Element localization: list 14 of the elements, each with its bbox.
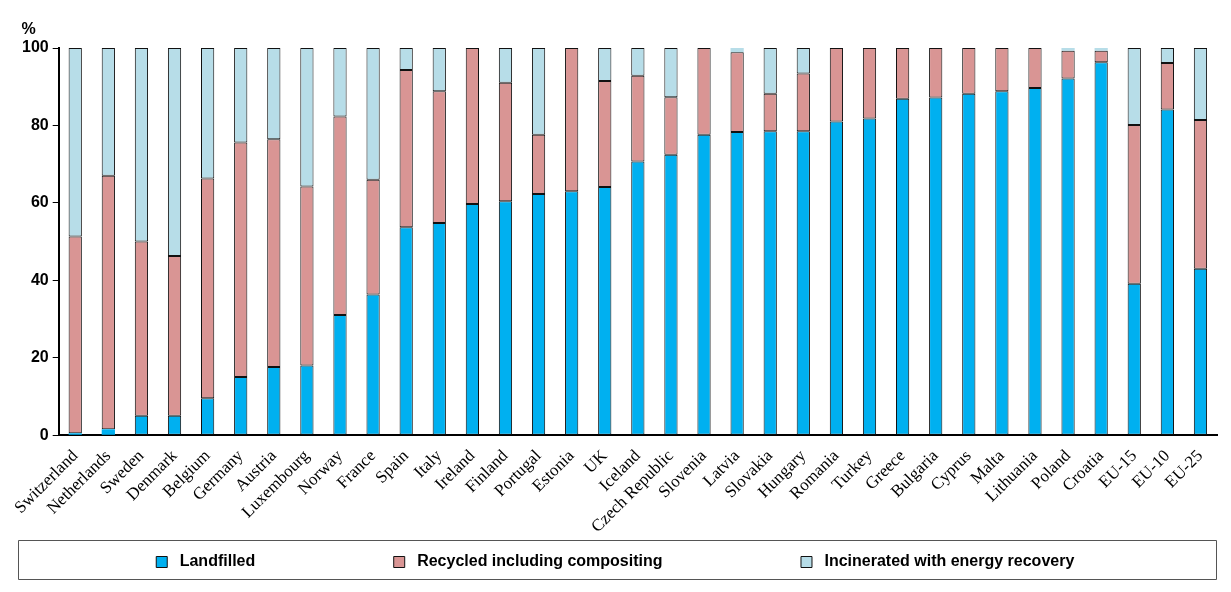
y-tick-label: 100 xyxy=(21,38,49,56)
bar xyxy=(101,429,115,435)
y-axis-title: % xyxy=(21,20,36,38)
y-tick-label: 80 xyxy=(30,115,49,133)
y-tick-label: 60 xyxy=(30,193,49,211)
legend-label: Landfilled xyxy=(175,552,380,570)
y-tick-label: 0 xyxy=(39,425,49,443)
bar xyxy=(1094,48,1108,51)
bar xyxy=(730,48,744,53)
legend-label: Incinerated with energy recovery xyxy=(819,552,1079,570)
bar xyxy=(1061,48,1075,51)
y-tick-label: 40 xyxy=(30,270,49,288)
legend-label: Recycled including compositing xyxy=(412,552,787,570)
y-tick-label: 20 xyxy=(30,348,49,366)
